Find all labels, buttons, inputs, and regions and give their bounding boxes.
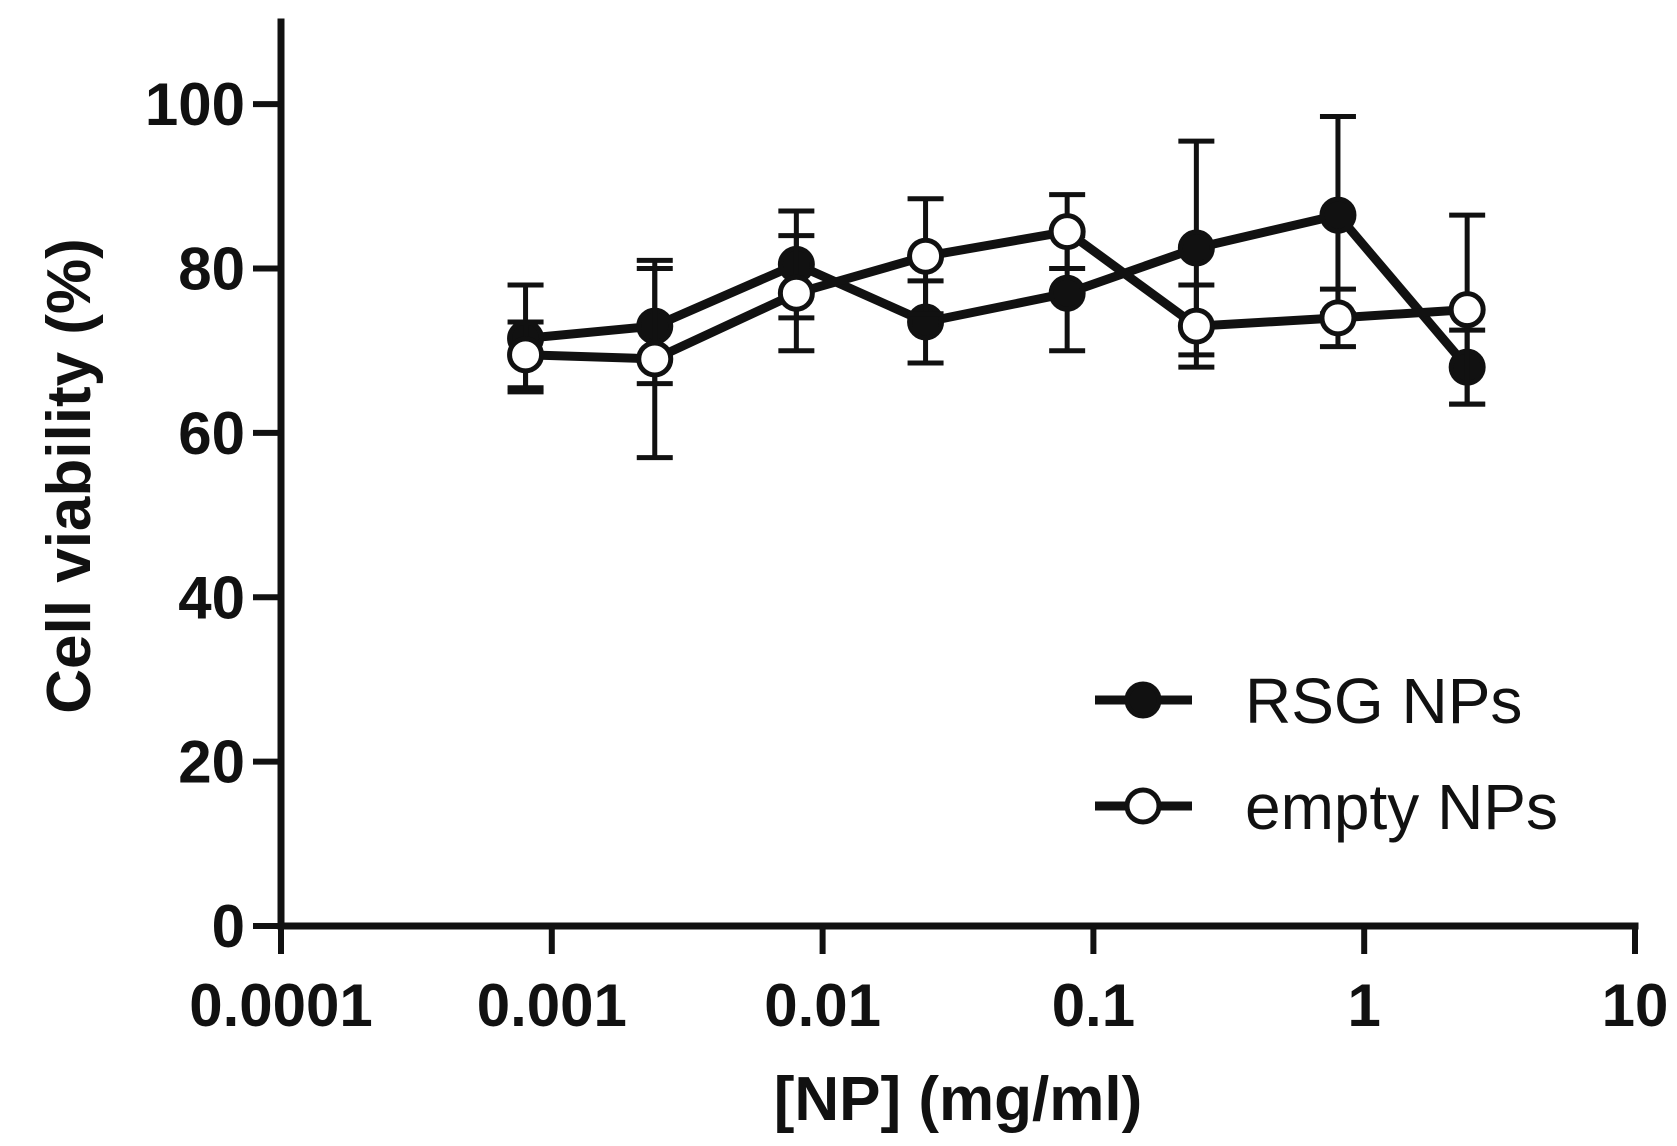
axes bbox=[277, 18, 1639, 930]
data-point bbox=[1448, 291, 1486, 329]
x-tick-label: 0.0001 bbox=[189, 972, 373, 1039]
y-tick-label: 100 bbox=[145, 71, 245, 138]
legend-item: RSG NPs bbox=[1095, 665, 1522, 737]
x-tick-label: 0.01 bbox=[764, 972, 881, 1039]
data-point bbox=[777, 274, 815, 312]
data-point bbox=[1177, 307, 1215, 345]
data-point bbox=[1177, 229, 1215, 267]
data-point bbox=[636, 340, 674, 378]
x-tick-label: 10 bbox=[1602, 972, 1669, 1039]
series-layer bbox=[507, 114, 1486, 461]
series-empty-nps bbox=[507, 192, 1486, 461]
data-point bbox=[1319, 196, 1357, 234]
y-axis-title: Cell viability (%) bbox=[35, 238, 104, 713]
series-line bbox=[525, 210, 1471, 371]
legend: RSG NPs empty NPs bbox=[1095, 665, 1558, 843]
legend-label: RSG NPs bbox=[1245, 665, 1522, 737]
data-point bbox=[907, 237, 945, 275]
x-tick-label: 0.1 bbox=[1052, 972, 1135, 1039]
legend-marker bbox=[1124, 787, 1162, 825]
data-point bbox=[1319, 299, 1357, 337]
x-ticks: 0.0001 0.001 0.01 0.1 1 10 bbox=[189, 926, 1668, 1039]
y-ticks: 0 20 40 60 80 100 bbox=[145, 71, 281, 960]
y-tick-label: 80 bbox=[178, 236, 245, 303]
x-tick-label: 0.001 bbox=[477, 972, 627, 1039]
y-tick-label: 0 bbox=[212, 893, 245, 960]
legend-label: empty NPs bbox=[1245, 771, 1558, 843]
data-point bbox=[1048, 274, 1086, 312]
data-point bbox=[507, 336, 545, 374]
y-tick-label: 40 bbox=[178, 564, 245, 631]
series-line bbox=[525, 227, 1468, 364]
x-axis-title: [NP] (mg/ml) bbox=[774, 1065, 1143, 1134]
data-point bbox=[1048, 213, 1086, 251]
y-tick-label: 20 bbox=[178, 729, 245, 796]
legend-item: empty NPs bbox=[1095, 771, 1558, 843]
y-tick-label: 60 bbox=[178, 400, 245, 467]
x-tick-label: 1 bbox=[1348, 972, 1381, 1039]
legend-marker bbox=[1124, 681, 1162, 719]
